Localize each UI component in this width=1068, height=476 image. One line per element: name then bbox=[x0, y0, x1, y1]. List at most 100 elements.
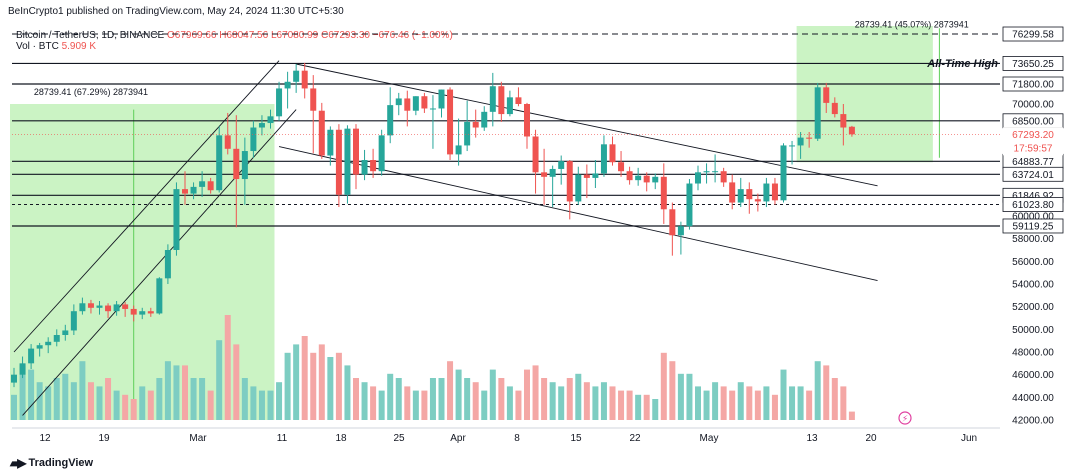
candle-body bbox=[823, 87, 830, 103]
replay-icon-glyph: ⚡ bbox=[902, 415, 908, 425]
level-label-box bbox=[1002, 197, 1064, 212]
volume-bar bbox=[609, 386, 616, 420]
volume-bar bbox=[395, 378, 402, 420]
trend-channel-line bbox=[22, 109, 297, 416]
level-label: 61023.80 bbox=[1012, 200, 1054, 211]
volume-bar bbox=[455, 369, 462, 420]
level-label: 64883.77 bbox=[1012, 157, 1054, 168]
volume-bar bbox=[53, 378, 60, 420]
candle-body bbox=[344, 128, 351, 195]
candle-body bbox=[438, 89, 445, 109]
x-tick-label: 15 bbox=[570, 433, 582, 444]
tradingview-logo[interactable]: ▰▶ TradingView bbox=[10, 456, 93, 470]
candle-body bbox=[404, 98, 411, 111]
volume-bar bbox=[45, 386, 52, 420]
candle-body bbox=[370, 160, 377, 172]
candle-body bbox=[395, 98, 402, 106]
volume-bar bbox=[216, 340, 223, 420]
candle-body bbox=[686, 183, 693, 227]
volume-bar bbox=[190, 378, 197, 420]
volume-value: 5.909 K bbox=[61, 41, 97, 52]
candle-body bbox=[147, 311, 154, 314]
volume-bar bbox=[310, 352, 317, 420]
volume-bar bbox=[626, 390, 633, 420]
volume-bar bbox=[301, 336, 308, 420]
candle-body bbox=[789, 145, 796, 147]
volume-bar bbox=[344, 365, 351, 420]
volume-bar bbox=[472, 382, 479, 420]
level-label-box bbox=[1002, 166, 1064, 182]
candle-body bbox=[695, 172, 701, 184]
candle-body bbox=[703, 171, 710, 173]
candle-body bbox=[669, 209, 676, 236]
volume-bar bbox=[207, 390, 214, 420]
candle-body bbox=[498, 86, 505, 115]
volume-bar bbox=[361, 382, 368, 420]
volume-bar bbox=[36, 382, 43, 420]
level-label: 59119.25 bbox=[1013, 221, 1054, 232]
candle-body bbox=[481, 111, 488, 128]
volume-bar bbox=[814, 361, 821, 420]
volume-bar bbox=[19, 365, 26, 420]
candle-body bbox=[677, 226, 684, 236]
candle-body bbox=[233, 148, 240, 180]
volume-bar bbox=[105, 378, 112, 420]
y-tick-label: 50000.00 bbox=[1012, 325, 1054, 336]
volume-bar bbox=[635, 394, 642, 420]
volume-bar bbox=[421, 390, 428, 420]
candle-body bbox=[506, 97, 513, 115]
candle-body bbox=[421, 96, 428, 109]
volume-bar bbox=[660, 352, 667, 420]
replay-icon bbox=[898, 411, 912, 425]
candle-body bbox=[780, 145, 787, 201]
candle-body bbox=[293, 70, 300, 82]
candle-body bbox=[310, 88, 317, 111]
volume-bar bbox=[370, 386, 377, 420]
x-tick-label: 20 bbox=[865, 433, 877, 444]
candle-body bbox=[250, 127, 257, 152]
trend-channel-line bbox=[13, 60, 280, 353]
volume-bar bbox=[677, 373, 684, 420]
y-tick-label: 70000.00 bbox=[1012, 100, 1054, 111]
candle-body bbox=[353, 128, 359, 175]
x-tick-label: Jun bbox=[961, 433, 977, 444]
volume-bar bbox=[318, 344, 325, 420]
candle-body bbox=[276, 88, 283, 117]
y-tick-label: 52000.00 bbox=[1012, 302, 1054, 313]
candle-body bbox=[87, 303, 94, 308]
candle-body bbox=[575, 174, 582, 202]
candle-body bbox=[763, 183, 770, 202]
volume-bar bbox=[378, 390, 385, 420]
volume-bar bbox=[11, 394, 17, 420]
volume-bar bbox=[293, 344, 300, 420]
volume-bar bbox=[164, 361, 171, 420]
candle-body bbox=[720, 171, 727, 183]
x-tick-label: 22 bbox=[629, 433, 641, 444]
candle-body bbox=[190, 186, 197, 194]
candle-body bbox=[592, 173, 599, 178]
candle-body bbox=[130, 308, 137, 315]
candle-body bbox=[28, 348, 35, 364]
candle-body bbox=[712, 171, 719, 173]
volume-bar bbox=[789, 386, 796, 420]
candle-body bbox=[652, 176, 659, 183]
candle-body bbox=[378, 135, 385, 172]
volume-bar bbox=[79, 361, 86, 420]
volume-bar bbox=[387, 373, 394, 420]
candle-body bbox=[609, 144, 616, 163]
volume-bar bbox=[224, 315, 231, 420]
volume-bar bbox=[746, 386, 753, 420]
level-label-box bbox=[1002, 76, 1064, 92]
volume-bar bbox=[558, 386, 565, 420]
volume-bar bbox=[592, 386, 599, 420]
volume-bar bbox=[87, 382, 94, 420]
candle-body bbox=[447, 89, 454, 155]
current-price-box bbox=[1003, 127, 1063, 156]
candle-body bbox=[524, 104, 530, 137]
volume-bar bbox=[335, 352, 342, 420]
candle-body bbox=[199, 181, 206, 187]
volume-bar bbox=[806, 390, 813, 420]
volume-bar bbox=[447, 361, 454, 420]
x-tick-label: 25 bbox=[393, 433, 405, 444]
